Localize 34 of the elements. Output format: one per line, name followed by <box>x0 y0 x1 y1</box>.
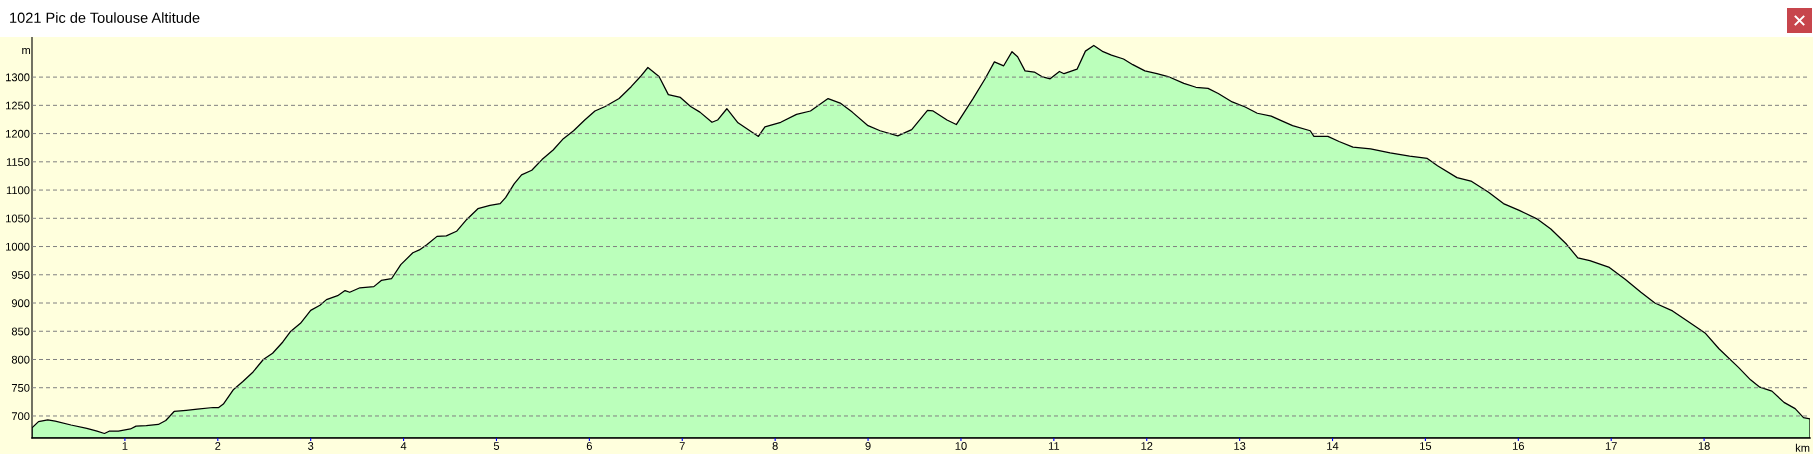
x-tick-label: 15 <box>1420 442 1432 450</box>
x-tick-label: 11 <box>1048 442 1060 450</box>
x-tick-label: 4 <box>400 442 407 450</box>
y-tick-label: 1300 <box>6 73 30 82</box>
x-tick-label: 1 <box>122 442 128 450</box>
x-tick-label: 10 <box>955 442 967 450</box>
y-tick-label: 1000 <box>6 242 30 251</box>
x-tick-label: 5 <box>493 442 500 450</box>
x-tick-label: 8 <box>772 442 778 450</box>
x-tick-label: 18 <box>1698 442 1710 450</box>
y-tick-label: 750 <box>11 384 30 392</box>
x-tick-label: 12 <box>1141 442 1153 450</box>
y-tick-label: 1200 <box>6 129 30 138</box>
y-tick-label: 1050 <box>6 214 30 223</box>
y-tick-label: 950 <box>11 271 30 279</box>
y-tick-label: 700 <box>11 412 30 421</box>
y-tick-label: 850 <box>11 327 30 336</box>
y-tick-label: 1100 <box>6 186 30 195</box>
x-tick-label: 6 <box>586 442 592 450</box>
y-tick-label: 1250 <box>6 101 30 110</box>
y-tick-label: 900 <box>11 299 30 308</box>
x-tick-label: 3 <box>308 442 314 450</box>
x-tick-label: 9 <box>865 442 871 450</box>
x-tick-label: 16 <box>1512 442 1524 450</box>
x-axis-title: km <box>1795 443 1810 452</box>
x-tick-label: 17 <box>1605 442 1617 450</box>
x-tick-label: 2 <box>215 442 221 450</box>
x-tick-label: 7 <box>679 442 685 450</box>
y-tick-label: 800 <box>11 355 30 364</box>
y-tick-label: 1150 <box>6 158 30 166</box>
x-tick-label: 13 <box>1234 442 1246 450</box>
x-tick-label: 14 <box>1327 442 1339 450</box>
y-axis-title: m <box>22 47 31 54</box>
chart-title: 1021 Pic de Toulouse Altitude <box>10 12 200 23</box>
